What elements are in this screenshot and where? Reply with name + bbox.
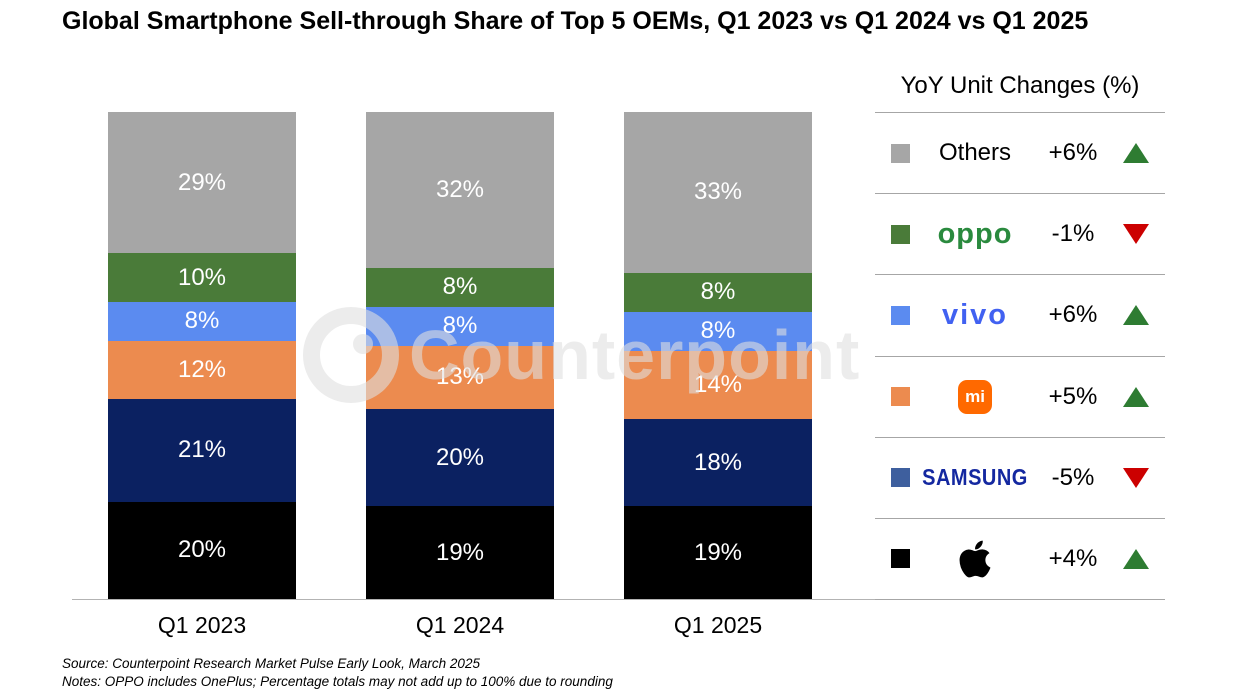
others-yoy-change: +6% bbox=[1048, 139, 1098, 167]
x-axis-line bbox=[72, 599, 1165, 600]
bar-segment-value: 10% bbox=[177, 263, 227, 291]
rounding-note: Notes: OPPO includes OnePlus; Percentage… bbox=[62, 674, 613, 689]
bar-segment-value: 8% bbox=[442, 273, 478, 301]
bar-segment-value: 33% bbox=[693, 178, 743, 206]
page-title: Global Smartphone Sell-through Share of … bbox=[62, 7, 1089, 35]
xiaomi-logo: mi bbox=[958, 379, 992, 414]
bar-segment-xiaomi: 13% bbox=[366, 345, 554, 410]
bar-segment-others: 32% bbox=[366, 112, 554, 268]
up-triangle-icon bbox=[1122, 305, 1149, 326]
apple-logo bbox=[959, 540, 991, 578]
up-triangle-icon bbox=[1122, 548, 1149, 569]
bar-segment-vivo: 8% bbox=[108, 301, 296, 341]
bar-segment-value: 32% bbox=[435, 175, 485, 203]
bar-segment-apple: 19% bbox=[624, 506, 812, 599]
bar-segment-value: 18% bbox=[693, 448, 743, 476]
oppo-yoy-change: -1% bbox=[1051, 220, 1095, 248]
x-axis-label-q1-2024: Q1 2024 bbox=[415, 612, 505, 638]
bar-segment-apple: 19% bbox=[366, 506, 554, 599]
bar-segment-samsung: 21% bbox=[108, 399, 296, 502]
legend-table: Others +6% oppo -1% vivo +6% mi +5% SAMS… bbox=[875, 112, 1165, 601]
bar-segment-others: 29% bbox=[108, 112, 296, 254]
x-axis-label-q1-2023: Q1 2023 bbox=[157, 612, 247, 638]
others-label: Others bbox=[938, 139, 1012, 167]
vivo-logo: vivo bbox=[941, 298, 1009, 331]
vivo-yoy-change: +6% bbox=[1048, 301, 1098, 329]
stacked-bar-q1-2023: 20% 21% 12% 8% 10% 29% bbox=[108, 112, 296, 599]
oppo-logo: oppo bbox=[937, 217, 1013, 250]
bar-segment-value: 14% bbox=[693, 370, 743, 398]
up-triangle-icon bbox=[1122, 386, 1149, 407]
x-axis-label-q1-2025: Q1 2025 bbox=[673, 612, 763, 638]
bar-segment-samsung: 18% bbox=[624, 418, 812, 507]
legend-row-others: Others +6% bbox=[875, 113, 1165, 195]
legend-row-oppo: oppo -1% bbox=[875, 194, 1165, 276]
bar-segment-others: 33% bbox=[624, 112, 812, 273]
chart-footer: Source: Counterpoint Research Market Pul… bbox=[62, 655, 613, 691]
bar-segment-value: 20% bbox=[177, 536, 227, 564]
bar-segment-value: 13% bbox=[435, 363, 485, 391]
bar-segment-oppo: 10% bbox=[108, 253, 296, 302]
down-triangle-icon bbox=[1122, 224, 1149, 245]
bar-segment-oppo: 8% bbox=[366, 267, 554, 307]
legend-row-xiaomi: mi +5% bbox=[875, 357, 1165, 438]
bar-segment-value: 12% bbox=[177, 356, 227, 384]
legend-header: YoY Unit Changes (%) bbox=[900, 72, 1140, 99]
legend-row-vivo: vivo +6% bbox=[875, 275, 1165, 357]
bar-segment-xiaomi: 14% bbox=[624, 350, 812, 419]
bar-segment-value: 8% bbox=[700, 317, 736, 345]
stacked-bar-q1-2025: 19% 18% 14% 8% 8% 33% bbox=[624, 112, 812, 599]
samsung-logo: SAMSUNG bbox=[922, 465, 1028, 491]
bar-segment-value: 19% bbox=[693, 538, 743, 566]
samsung-swatch bbox=[891, 468, 910, 488]
bar-segment-apple: 20% bbox=[108, 501, 296, 599]
bar-segment-value: 29% bbox=[177, 168, 227, 196]
bar-segment-value: 21% bbox=[177, 436, 227, 464]
legend-row-apple: +4% bbox=[875, 519, 1165, 601]
bar-segment-vivo: 8% bbox=[624, 311, 812, 351]
vivo-swatch bbox=[891, 305, 910, 325]
up-triangle-icon bbox=[1122, 143, 1149, 164]
stacked-bar-q1-2024: 19% 20% 13% 8% 8% 32% bbox=[366, 112, 554, 599]
bar-segment-value: 20% bbox=[435, 443, 485, 471]
bar-segment-value: 8% bbox=[442, 312, 478, 340]
others-swatch bbox=[891, 143, 910, 163]
bar-segment-samsung: 20% bbox=[366, 409, 554, 507]
oppo-swatch bbox=[891, 224, 910, 244]
apple-swatch bbox=[891, 549, 910, 569]
samsung-yoy-change: -5% bbox=[1051, 463, 1095, 491]
bar-segment-value: 19% bbox=[435, 538, 485, 566]
xiaomi-swatch bbox=[891, 387, 910, 407]
bar-segment-xiaomi: 12% bbox=[108, 340, 296, 400]
apple-yoy-change: +4% bbox=[1048, 544, 1098, 572]
xiaomi-yoy-change: +5% bbox=[1048, 382, 1098, 410]
down-triangle-icon bbox=[1122, 467, 1149, 488]
legend-row-samsung: SAMSUNG -5% bbox=[875, 438, 1165, 519]
bar-segment-value: 8% bbox=[700, 278, 736, 306]
source-note: Source: Counterpoint Research Market Pul… bbox=[62, 656, 480, 671]
bar-segment-vivo: 8% bbox=[366, 306, 554, 346]
bar-segment-oppo: 8% bbox=[624, 272, 812, 312]
bar-segment-value: 8% bbox=[184, 307, 220, 335]
